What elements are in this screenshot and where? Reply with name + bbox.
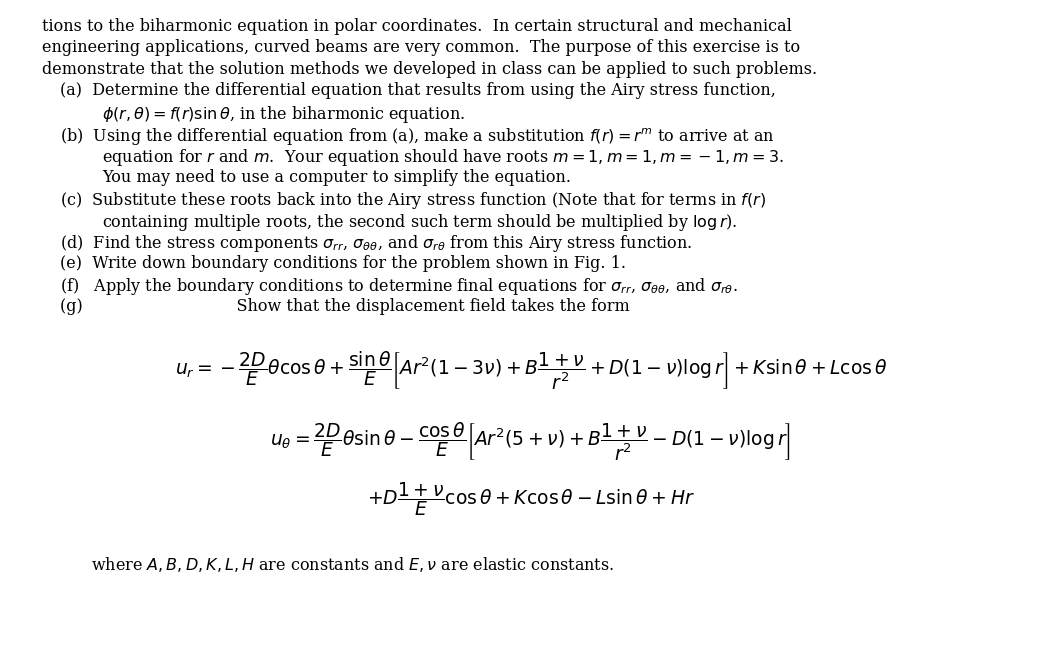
Text: containing multiple roots, the second such term should be multiplied by $\log r$: containing multiple roots, the second su…	[102, 212, 738, 233]
Text: demonstrate that the solution methods we developed in class can be applied to su: demonstrate that the solution methods we…	[41, 61, 817, 78]
Text: equation for $r$ and $m$.  Your equation should have roots $m = 1, m = 1, m = -1: equation for $r$ and $m$. Your equation …	[102, 147, 784, 168]
Text: $\phi(r,\theta) = f(r)\sin\theta$, in the biharmonic equation.: $\phi(r,\theta) = f(r)\sin\theta$, in th…	[102, 104, 465, 125]
Text: $u_\theta = \dfrac{2D}{E}\theta\sin\theta - \dfrac{\cos\theta}{E}\left[Ar^2(5+\n: $u_\theta = \dfrac{2D}{E}\theta\sin\thet…	[271, 421, 791, 464]
Text: (b)  Using the differential equation from (a), make a substitution $f(r) = r^m$ : (b) Using the differential equation from…	[59, 125, 774, 146]
Text: (d)  Find the stress components $\sigma_{rr}$, $\sigma_{\theta\theta}$, and $\si: (d) Find the stress components $\sigma_{…	[59, 234, 692, 255]
Text: (g)                              Show that the displacement field takes the form: (g) Show that the displacement field tak…	[59, 298, 630, 315]
Text: $+ D\dfrac{1+\nu}{E}\cos\theta + K\cos\theta - L\sin\theta + Hr$: $+ D\dfrac{1+\nu}{E}\cos\theta + K\cos\t…	[367, 480, 695, 518]
Text: (c)  Substitute these roots back into the Airy stress function (Note that for te: (c) Substitute these roots back into the…	[59, 190, 766, 211]
Text: (f)   Apply the boundary conditions to determine final equations for $\sigma_{rr: (f) Apply the boundary conditions to det…	[59, 276, 737, 297]
Text: (a)  Determine the differential equation that results from using the Airy stress: (a) Determine the differential equation …	[59, 83, 775, 100]
Text: (e)  Write down boundary conditions for the problem shown in Fig. 1.: (e) Write down boundary conditions for t…	[59, 255, 626, 272]
Text: where $A, B, D, K, L, H$ are constants and $E, \nu$ are elastic constants.: where $A, B, D, K, L, H$ are constants a…	[91, 555, 615, 574]
Text: tions to the biharmonic equation in polar coordinates.  In certain structural an: tions to the biharmonic equation in pola…	[41, 18, 791, 35]
Text: $u_r = -\dfrac{2D}{E}\theta\cos\theta + \dfrac{\sin\theta}{E}\left[Ar^2(1-3\nu) : $u_r = -\dfrac{2D}{E}\theta\cos\theta + …	[174, 349, 888, 392]
Text: engineering applications, curved beams are very common.  The purpose of this exe: engineering applications, curved beams a…	[41, 39, 800, 56]
Text: You may need to use a computer to simplify the equation.: You may need to use a computer to simpli…	[102, 169, 571, 186]
